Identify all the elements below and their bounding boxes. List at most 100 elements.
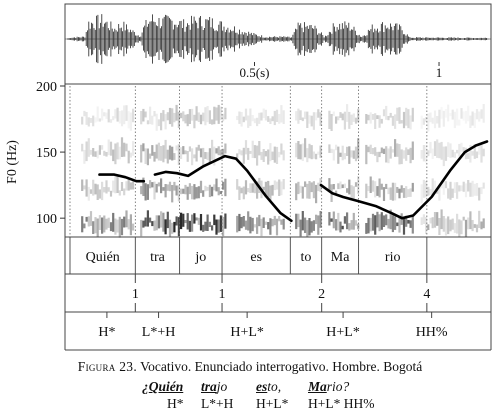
spectrogram-band	[436, 116, 439, 124]
spectrogram	[81, 104, 485, 238]
spectrogram-band	[380, 147, 383, 154]
spectrogram-band	[469, 115, 472, 128]
spectrogram-band	[382, 187, 386, 201]
spectrogram-band	[193, 114, 196, 129]
spectrogram-band	[273, 146, 276, 163]
spectrogram-band	[442, 146, 445, 167]
example-word: Mario?	[308, 379, 350, 394]
spectrogram-band	[208, 184, 211, 198]
spectrogram-band	[339, 112, 342, 118]
spectrogram-band	[330, 218, 333, 222]
spectrogram-band	[350, 114, 353, 125]
spectrogram-band	[142, 177, 145, 196]
spectrogram-band	[240, 187, 243, 194]
spectrogram-band	[478, 210, 481, 228]
spectrogram-band	[260, 218, 263, 237]
spectrogram-band	[89, 149, 93, 155]
boundary-lines	[69, 86, 428, 237]
spectrogram-band	[464, 219, 468, 237]
spectrogram-band	[129, 182, 132, 190]
spectrogram-band	[92, 148, 95, 157]
spectrogram-band	[385, 105, 388, 120]
spectrogram-band	[182, 213, 185, 227]
spectrogram-band	[433, 212, 437, 228]
spectrogram-band	[405, 147, 408, 161]
spectrogram-band	[480, 109, 483, 119]
spectrogram-band	[202, 190, 205, 197]
spectrogram-band	[376, 151, 379, 163]
spectrogram-band	[367, 114, 370, 121]
spectrogram-band	[188, 220, 191, 232]
spectrogram-band	[467, 105, 470, 122]
spectrogram-band	[236, 153, 239, 159]
spectrogram-band	[125, 181, 128, 191]
spectrogram-band	[164, 184, 167, 198]
spectrogram-band	[247, 147, 250, 160]
spectrogram-band	[405, 215, 408, 227]
spectrogram-band	[96, 150, 99, 159]
spectrogram-band	[312, 151, 315, 159]
spectrogram-band	[315, 112, 318, 121]
spectrogram-band	[120, 110, 124, 127]
spectrogram-band	[96, 218, 99, 238]
spectrogram-band	[335, 144, 338, 151]
spectrogram-band	[105, 112, 108, 119]
spectrogram-band	[175, 185, 178, 196]
spectrogram-band	[251, 217, 254, 232]
spectrogram-band	[278, 216, 281, 222]
spectrogram-band	[249, 216, 252, 234]
spectrogram-band	[389, 146, 392, 159]
spectrogram-band	[315, 153, 318, 160]
spectrogram-band	[238, 213, 241, 232]
spectrogram-band	[409, 188, 412, 197]
spectrogram-band	[295, 213, 298, 230]
spectrogram-band	[411, 182, 414, 192]
spectrogram-band	[217, 104, 220, 124]
spectrogram-band	[420, 184, 423, 204]
spectrogram-band	[114, 143, 117, 165]
spectrogram-band	[405, 186, 408, 198]
spectrogram-band	[480, 144, 483, 163]
spectrogram-band	[155, 215, 158, 231]
spectrogram-band	[105, 180, 108, 194]
spectrogram-band	[433, 110, 437, 129]
spectrogram-band	[271, 151, 274, 160]
spectrogram-band	[244, 108, 248, 121]
spectrogram-band	[256, 117, 259, 127]
spectrogram-band	[449, 143, 452, 158]
waveform-time-label: 0.5(s)	[240, 65, 270, 80]
spectrogram-band	[94, 151, 97, 157]
spectrogram-band	[382, 215, 386, 227]
spectrogram-band	[341, 113, 344, 121]
spectrogram-band	[335, 116, 338, 124]
spectrogram-band	[269, 185, 272, 202]
spectrogram-band	[382, 109, 386, 117]
spectrogram-band	[166, 112, 169, 121]
spectrogram-band	[431, 217, 434, 229]
tone-label: L*+H	[142, 325, 176, 340]
spectrogram-band	[317, 151, 320, 155]
spectrogram-band	[173, 112, 176, 123]
spectrogram-band	[211, 139, 214, 160]
spectrogram-band	[197, 112, 200, 122]
spectrogram-band	[127, 219, 130, 230]
spectrogram-band	[473, 144, 476, 159]
spectrogram-band	[157, 182, 160, 187]
spectrogram-band	[456, 108, 459, 126]
spectrogram-band	[357, 138, 360, 159]
spectrogram-band	[328, 110, 331, 129]
spectrogram-band	[211, 186, 214, 197]
spectrogram-band	[405, 107, 408, 126]
spectrogram-band	[238, 149, 241, 155]
spectrogram-band	[332, 149, 335, 161]
y-axis-label: F0 (Hz)	[5, 140, 20, 184]
spectrogram-band	[155, 144, 158, 159]
spectrogram-band	[453, 152, 456, 158]
spectrogram-band	[204, 152, 207, 159]
spectrogram-band	[112, 212, 115, 232]
spectrogram-band	[354, 146, 358, 162]
spectrogram-band	[142, 220, 145, 228]
spectrogram-band	[411, 141, 414, 160]
spectrogram-band	[262, 217, 265, 228]
break-index-label: 2	[318, 287, 325, 302]
